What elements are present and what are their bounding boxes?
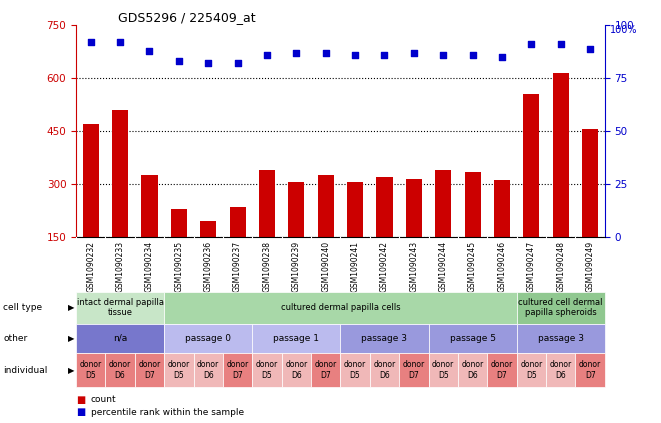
Text: GSM1090236: GSM1090236 xyxy=(204,241,213,292)
Point xyxy=(262,52,272,58)
Bar xyxy=(83,124,98,237)
Bar xyxy=(494,181,510,237)
Point xyxy=(350,52,360,58)
Text: GSM1090232: GSM1090232 xyxy=(86,241,95,292)
Point xyxy=(291,49,301,56)
Text: ■: ■ xyxy=(76,395,85,405)
Bar xyxy=(200,221,216,237)
Text: ▶: ▶ xyxy=(68,334,75,343)
Point xyxy=(526,41,537,48)
Text: donor
D5: donor D5 xyxy=(344,360,366,380)
Bar xyxy=(376,177,393,237)
Bar xyxy=(553,73,569,237)
Text: passage 5: passage 5 xyxy=(449,334,496,343)
Bar xyxy=(288,182,305,237)
Text: donor
D7: donor D7 xyxy=(491,360,513,380)
Text: passage 0: passage 0 xyxy=(185,334,231,343)
Point xyxy=(203,60,214,67)
Bar xyxy=(465,172,481,237)
Text: cell type: cell type xyxy=(3,303,42,312)
Text: donor
D5: donor D5 xyxy=(432,360,454,380)
Text: GSM1090244: GSM1090244 xyxy=(439,241,447,292)
Point xyxy=(321,49,331,56)
Text: donor
D5: donor D5 xyxy=(79,360,102,380)
Text: GSM1090249: GSM1090249 xyxy=(586,241,595,292)
Text: donor
D7: donor D7 xyxy=(315,360,337,380)
Bar xyxy=(435,170,451,237)
Text: donor
D6: donor D6 xyxy=(550,360,572,380)
Text: donor
D7: donor D7 xyxy=(579,360,602,380)
Point xyxy=(144,47,155,54)
Bar xyxy=(112,110,128,237)
Text: GSM1090237: GSM1090237 xyxy=(233,241,242,292)
Text: ▶: ▶ xyxy=(68,365,75,375)
Text: GSM1090238: GSM1090238 xyxy=(262,241,272,292)
Text: individual: individual xyxy=(3,365,48,375)
Bar xyxy=(171,209,187,237)
Text: GSM1090245: GSM1090245 xyxy=(468,241,477,292)
Text: GSM1090242: GSM1090242 xyxy=(380,241,389,292)
Text: count: count xyxy=(91,395,116,404)
Text: intact dermal papilla
tissue: intact dermal papilla tissue xyxy=(77,298,163,317)
Text: donor
D6: donor D6 xyxy=(373,360,395,380)
Text: donor
D5: donor D5 xyxy=(168,360,190,380)
Text: GSM1090243: GSM1090243 xyxy=(409,241,418,292)
Bar xyxy=(141,175,157,237)
Text: GSM1090234: GSM1090234 xyxy=(145,241,154,292)
Text: passage 3: passage 3 xyxy=(538,334,584,343)
Text: other: other xyxy=(3,334,28,343)
Point xyxy=(232,60,243,67)
Text: GSM1090235: GSM1090235 xyxy=(175,241,183,292)
Text: GDS5296 / 225409_at: GDS5296 / 225409_at xyxy=(118,11,256,24)
Text: GSM1090233: GSM1090233 xyxy=(116,241,124,292)
Bar xyxy=(406,179,422,237)
Text: cultured cell dermal
papilla spheroids: cultured cell dermal papilla spheroids xyxy=(518,298,603,317)
Bar xyxy=(524,94,539,237)
Text: donor
D6: donor D6 xyxy=(286,360,307,380)
Text: GSM1090248: GSM1090248 xyxy=(557,241,565,292)
Text: donor
D7: donor D7 xyxy=(227,360,249,380)
Text: donor
D6: donor D6 xyxy=(109,360,131,380)
Point xyxy=(467,52,478,58)
Text: GSM1090247: GSM1090247 xyxy=(527,241,536,292)
Text: donor
D5: donor D5 xyxy=(520,360,543,380)
Text: GSM1090246: GSM1090246 xyxy=(498,241,506,292)
Text: 100%: 100% xyxy=(610,25,638,36)
Point xyxy=(174,58,184,65)
Point xyxy=(438,52,449,58)
Bar xyxy=(229,207,246,237)
Text: GSM1090241: GSM1090241 xyxy=(350,241,360,292)
Bar xyxy=(347,182,363,237)
Point xyxy=(115,39,126,46)
Text: passage 3: passage 3 xyxy=(362,334,407,343)
Text: donor
D7: donor D7 xyxy=(403,360,425,380)
Text: GSM1090240: GSM1090240 xyxy=(321,241,330,292)
Bar xyxy=(259,170,275,237)
Text: ■: ■ xyxy=(76,407,85,418)
Text: cultured dermal papilla cells: cultured dermal papilla cells xyxy=(281,303,400,312)
Point xyxy=(408,49,419,56)
Text: passage 1: passage 1 xyxy=(274,334,319,343)
Bar xyxy=(582,129,598,237)
Point xyxy=(555,41,566,48)
Text: GSM1090239: GSM1090239 xyxy=(292,241,301,292)
Text: percentile rank within the sample: percentile rank within the sample xyxy=(91,408,244,417)
Point xyxy=(379,52,390,58)
Text: ▶: ▶ xyxy=(68,303,75,312)
Point xyxy=(496,54,507,60)
Text: n/a: n/a xyxy=(113,334,127,343)
Text: donor
D6: donor D6 xyxy=(461,360,484,380)
Text: donor
D6: donor D6 xyxy=(197,360,219,380)
Point xyxy=(585,45,596,52)
Text: donor
D5: donor D5 xyxy=(256,360,278,380)
Bar xyxy=(318,175,334,237)
Point xyxy=(85,39,96,46)
Text: donor
D7: donor D7 xyxy=(138,360,161,380)
